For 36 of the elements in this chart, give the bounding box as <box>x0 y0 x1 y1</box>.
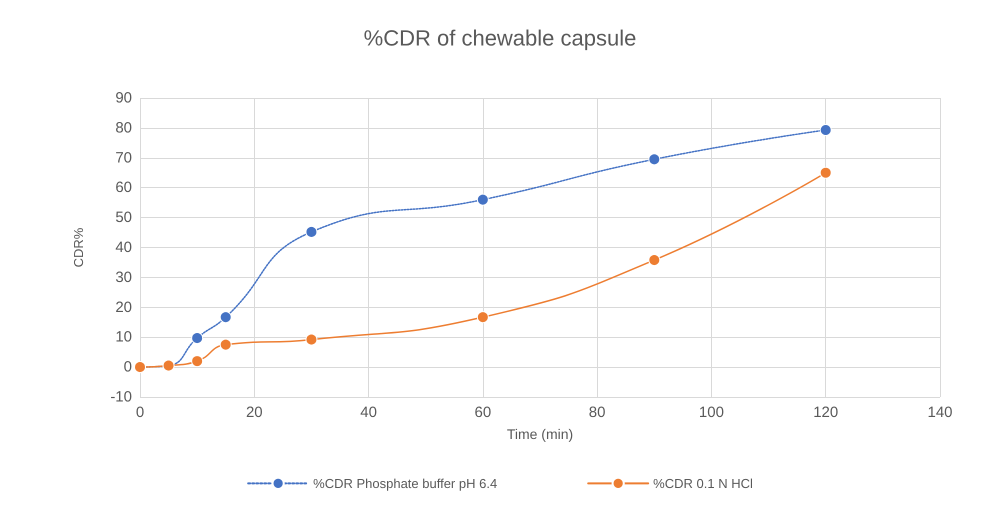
x-tick-label: 60 <box>474 404 492 421</box>
y-tick-label: 10 <box>115 328 132 346</box>
y-tick-label: 70 <box>115 149 132 166</box>
x-tick-label: 80 <box>588 404 606 421</box>
legend-label: %CDR Phosphate buffer pH 6.4 <box>313 476 498 491</box>
point <box>476 311 489 324</box>
point <box>305 226 318 238</box>
y-tick-label: 0 <box>124 358 132 376</box>
x-tick-label: 20 <box>246 404 263 421</box>
point <box>191 355 204 368</box>
y-tick-label: 60 <box>115 179 132 196</box>
y-tick-label: 20 <box>115 298 132 316</box>
point <box>305 334 318 346</box>
x-tick-label: 120 <box>813 404 838 421</box>
point <box>220 311 232 324</box>
y-axis-title: CDR% <box>71 227 86 268</box>
point <box>820 166 832 179</box>
y-tick-label: 30 <box>115 268 132 286</box>
y-tick-label: 40 <box>115 239 132 256</box>
point <box>648 254 660 266</box>
x-tick-label: 0 <box>136 404 144 421</box>
y-tick-label: 90 <box>115 90 132 106</box>
point <box>191 332 204 344</box>
y-tick-label: 80 <box>115 119 132 136</box>
chart-title: %CDR of chewable capsule <box>364 26 636 50</box>
point <box>476 194 489 206</box>
point <box>648 153 660 166</box>
point <box>820 124 832 136</box>
legend-label: %CDR 0.1 N HCl <box>653 476 753 491</box>
x-tick-label: 100 <box>698 404 724 421</box>
x-tick-label: 40 <box>360 404 377 421</box>
point <box>220 338 232 351</box>
x-axis-title: Time (min) <box>506 426 574 442</box>
y-tick-label: 50 <box>115 209 132 226</box>
x-tick-label: 140 <box>927 404 953 421</box>
y-tick-label: -10 <box>110 388 132 406</box>
